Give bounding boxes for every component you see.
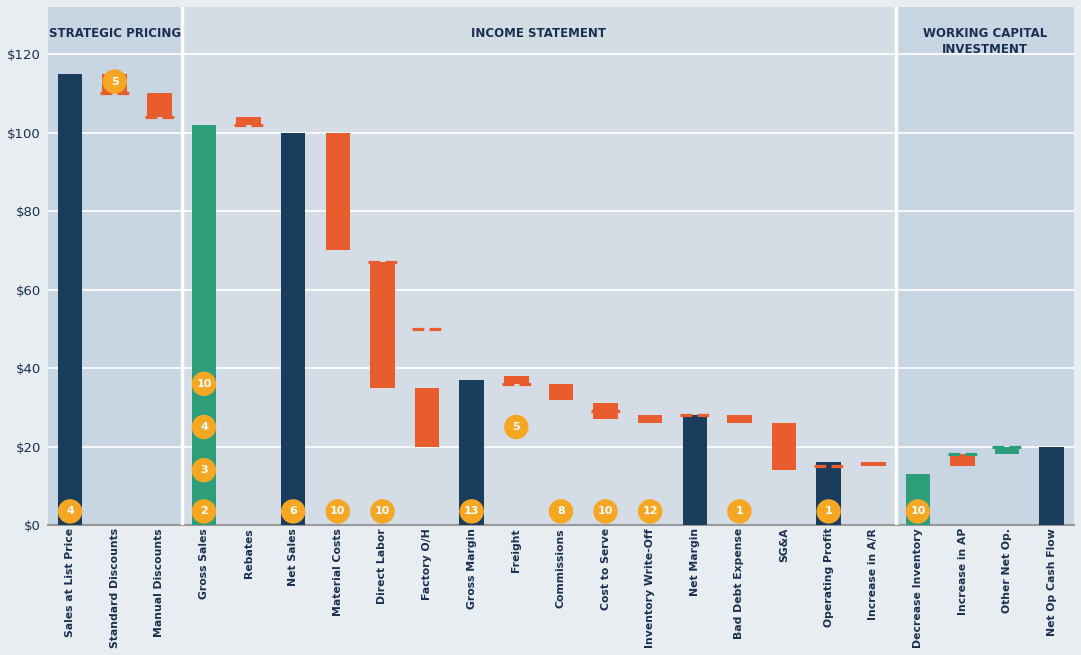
Text: WORKING CAPITAL
INVESTMENT: WORKING CAPITAL INVESTMENT	[923, 27, 1046, 56]
Bar	[415, 388, 439, 447]
Point	[196, 465, 213, 476]
Point	[329, 506, 346, 517]
Point	[374, 506, 391, 517]
Bar	[1040, 447, 1064, 525]
Bar	[103, 73, 126, 93]
Point	[196, 506, 213, 517]
Bar	[147, 93, 172, 117]
Text: 1: 1	[735, 506, 744, 516]
Text: 5: 5	[512, 422, 520, 432]
Text: STRATEGIC PRICING: STRATEGIC PRICING	[49, 27, 181, 39]
Text: 3: 3	[200, 465, 208, 475]
Text: 1: 1	[825, 506, 832, 516]
Bar	[57, 73, 82, 525]
Bar	[816, 462, 841, 525]
Text: 8: 8	[557, 506, 564, 516]
Text: 12: 12	[642, 506, 658, 516]
Bar	[593, 403, 618, 419]
Point	[820, 506, 838, 517]
Bar	[48, 7, 182, 525]
Point	[284, 506, 302, 517]
Text: 10: 10	[375, 506, 390, 516]
Bar	[325, 132, 350, 250]
Point	[597, 506, 614, 517]
Point	[106, 76, 123, 86]
Point	[196, 379, 213, 389]
Text: 10: 10	[197, 379, 212, 389]
Point	[463, 506, 480, 517]
Bar	[370, 262, 395, 388]
Bar	[906, 474, 930, 525]
Bar	[182, 7, 895, 525]
Bar	[995, 447, 1019, 455]
Point	[62, 506, 79, 517]
Text: 10: 10	[910, 506, 925, 516]
Bar	[950, 455, 975, 466]
Bar	[895, 7, 1075, 525]
Point	[731, 506, 748, 517]
Text: INCOME STATEMENT: INCOME STATEMENT	[471, 27, 606, 39]
Bar	[237, 117, 261, 124]
Bar	[638, 415, 663, 423]
Bar	[860, 462, 885, 466]
Bar	[504, 376, 529, 384]
Text: 4: 4	[66, 506, 74, 516]
Text: 10: 10	[598, 506, 613, 516]
Bar	[682, 415, 707, 525]
Bar	[549, 384, 573, 400]
Point	[641, 506, 658, 517]
Point	[508, 422, 525, 432]
Text: 10: 10	[330, 506, 346, 516]
Bar	[772, 423, 797, 470]
Bar	[728, 415, 751, 423]
Point	[552, 506, 570, 517]
Bar	[191, 124, 216, 525]
Bar	[459, 380, 484, 525]
Text: 5: 5	[111, 77, 119, 86]
Text: 6: 6	[290, 506, 297, 516]
Bar	[281, 132, 306, 525]
Text: 13: 13	[464, 506, 479, 516]
Point	[909, 506, 926, 517]
Text: 4: 4	[200, 422, 208, 432]
Point	[196, 422, 213, 432]
Text: 2: 2	[200, 506, 208, 516]
